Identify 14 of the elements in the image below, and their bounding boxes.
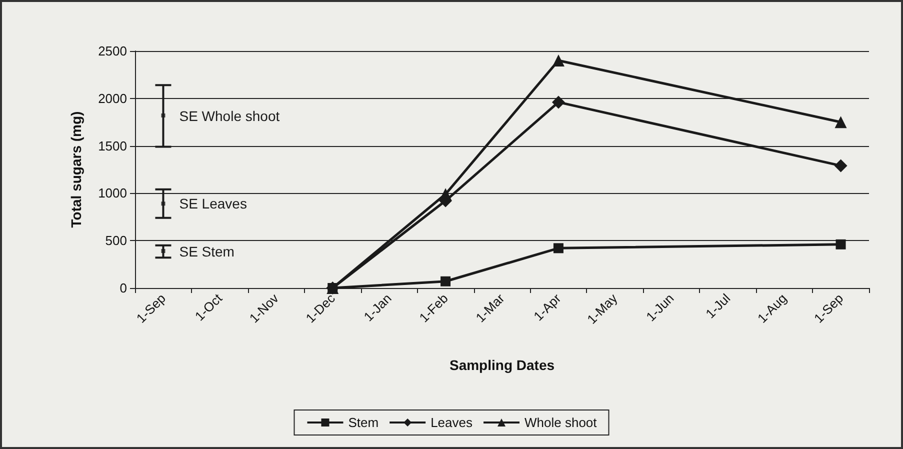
y-tick-label: 0 xyxy=(120,280,127,296)
legend-label: Stem xyxy=(348,415,379,430)
x-axis-title: Sampling Dates xyxy=(449,357,555,373)
series-label: SE Whole shoot xyxy=(179,108,280,124)
y-tick-label: 2000 xyxy=(98,90,127,106)
y-tick-label: 1000 xyxy=(98,186,127,201)
series-label: SE Stem xyxy=(179,244,234,260)
series-label: SE Leaves xyxy=(179,196,247,212)
y-tick-label: 1500 xyxy=(98,138,127,154)
legend-label: Whole shoot xyxy=(524,415,598,430)
y-axis-title: Total sugars (mg) xyxy=(68,111,84,228)
legend-label: Leaves xyxy=(430,415,473,430)
y-tick-label: 500 xyxy=(105,233,127,248)
y-tick-label: 2500 xyxy=(98,44,127,58)
